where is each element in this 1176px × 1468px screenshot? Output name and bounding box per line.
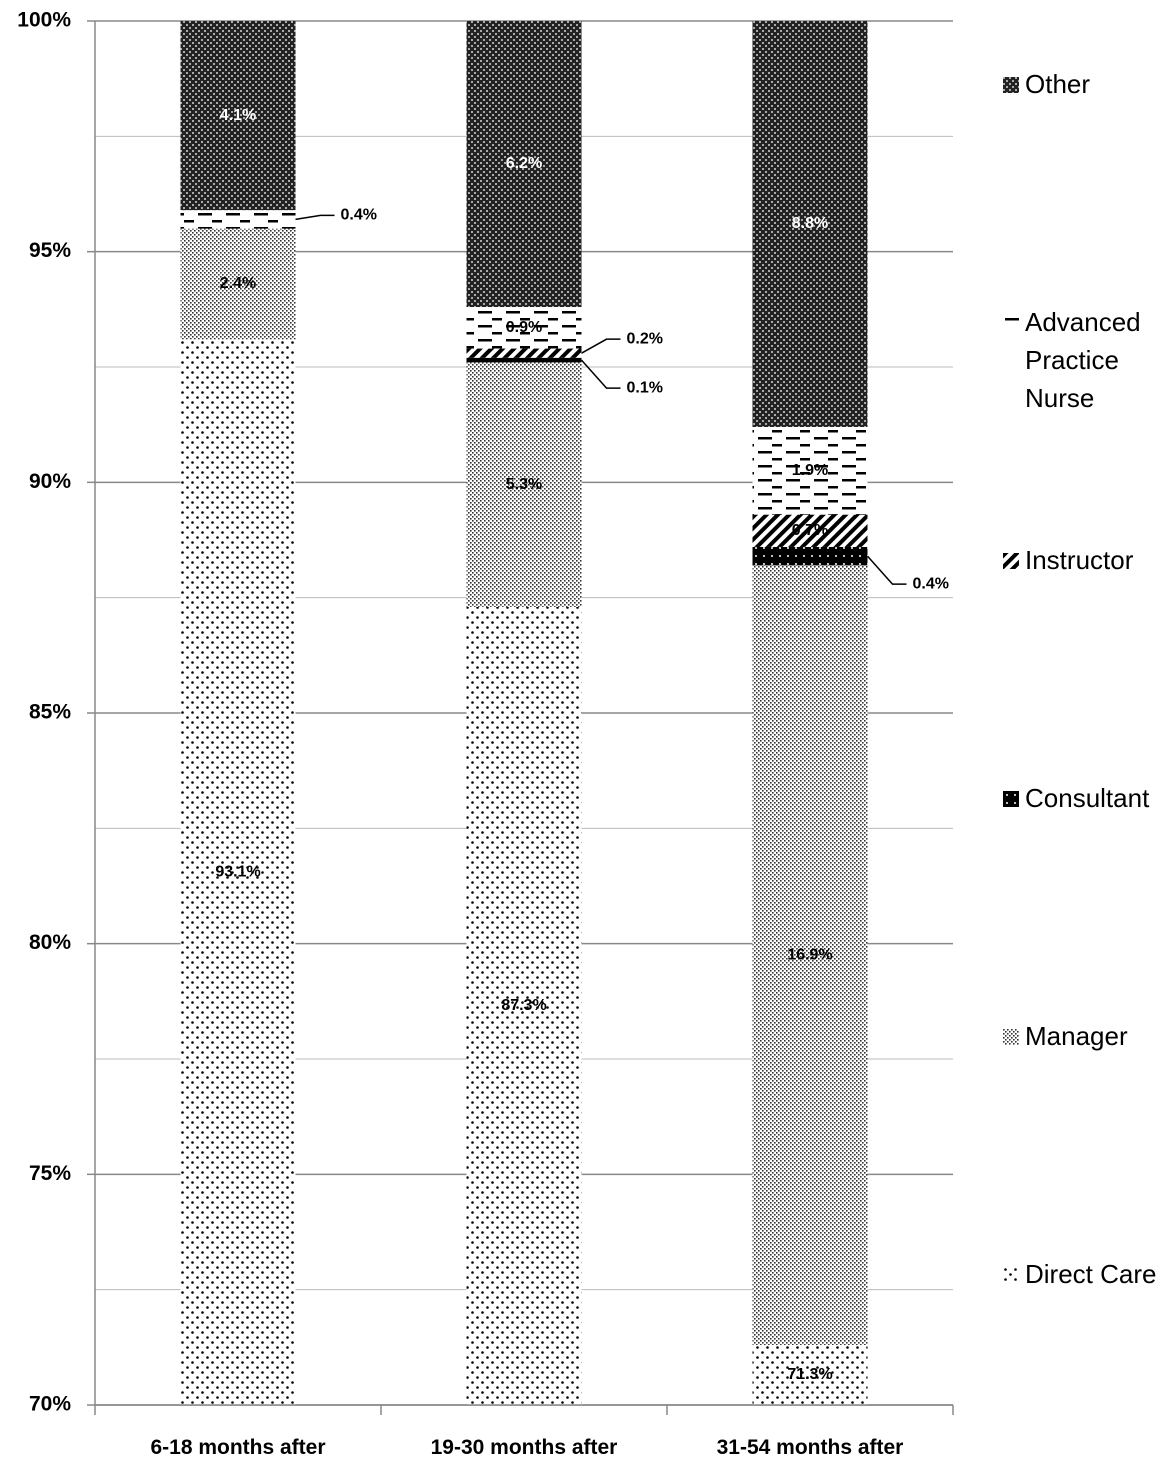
legend-item: Other — [1003, 65, 1173, 103]
value-label: 93.1% — [215, 863, 260, 880]
legend-item: Consultant — [1003, 779, 1173, 817]
value-label: 2.4% — [220, 275, 256, 292]
legend-item: Manager — [1003, 1017, 1173, 1055]
bar-segment — [180, 210, 296, 229]
legend-swatch-fill — [1003, 791, 1019, 807]
bar-segment — [752, 426, 868, 515]
legend-label: Consultant — [1025, 783, 1150, 813]
legend-swatch — [1003, 791, 1019, 807]
value-label: 5.3% — [506, 476, 542, 493]
callout-line — [866, 555, 907, 585]
bar-segment — [752, 565, 868, 1346]
value-label: 0.4% — [341, 207, 377, 224]
legend-item: Advanced Practice Nurse — [1003, 303, 1173, 417]
value-label: 16.9% — [787, 946, 832, 963]
x-tick-label: 6-18 months after licensure — [150, 1436, 326, 1468]
legend-label: Direct Care — [1025, 1259, 1157, 1289]
value-label: 0.7% — [792, 522, 828, 539]
y-tick-label: 95% — [29, 239, 71, 262]
bar-segment — [466, 348, 582, 358]
bar-segment — [466, 21, 582, 308]
value-label: 0.2% — [627, 330, 663, 347]
legend-label: Other — [1025, 69, 1091, 99]
y-tick-label: 75% — [29, 1162, 71, 1185]
bar-segment — [466, 357, 582, 363]
legend-swatch — [1003, 1029, 1019, 1045]
bar-segment — [466, 362, 582, 607]
y-tick-label: 90% — [29, 470, 71, 493]
bar-segment — [752, 546, 868, 566]
legend-swatch-fill — [1003, 315, 1019, 331]
legend-swatch — [1003, 77, 1019, 93]
bar-segment — [752, 514, 868, 547]
callout-line — [580, 359, 621, 389]
y-tick-label: 80% — [29, 931, 71, 954]
legend-swatch-fill — [1003, 1267, 1019, 1283]
bar-segment — [466, 307, 582, 349]
value-label: 0.4% — [913, 575, 949, 592]
value-label: 4.1% — [220, 107, 256, 124]
legend-item: Instructor — [1003, 541, 1173, 579]
y-tick-label: 70% — [29, 1393, 71, 1416]
callout-line — [581, 338, 621, 354]
y-tick-label: 85% — [29, 701, 71, 724]
value-label: 1.9% — [792, 462, 828, 479]
legend-swatch-fill — [1003, 1029, 1019, 1045]
legend-label: Manager — [1025, 1021, 1128, 1051]
value-label: 87.3% — [501, 997, 546, 1014]
value-label: 71.3% — [787, 1366, 832, 1383]
value-label: 8.8% — [792, 215, 828, 232]
legend-swatch-fill — [1003, 77, 1019, 93]
legend-label: Advanced Practice Nurse — [1025, 307, 1141, 413]
value-label: 0.9% — [506, 319, 542, 336]
legend-swatch — [1003, 1267, 1019, 1283]
bar-segment — [180, 339, 296, 1405]
bar-segment — [180, 228, 296, 340]
legend-label: Instructor — [1025, 545, 1134, 575]
bar-segment — [752, 1345, 868, 1405]
x-tick-label: 31-54 months after licensure — [716, 1436, 904, 1468]
legend-swatch — [1003, 553, 1019, 569]
y-tick-label: 100% — [17, 9, 71, 32]
callout-line — [295, 214, 335, 221]
bar-segment — [752, 21, 868, 427]
value-label: 0.1% — [627, 379, 663, 396]
value-label: 6.2% — [506, 155, 542, 172]
bar-segment — [466, 606, 582, 1405]
legend-item: Direct Care — [1003, 1255, 1173, 1293]
x-tick-label: 19-30 months after licensure — [430, 1436, 618, 1468]
bar-segment — [180, 21, 296, 211]
legend-swatch-fill — [1003, 553, 1019, 569]
legend-swatch — [1003, 315, 1019, 331]
